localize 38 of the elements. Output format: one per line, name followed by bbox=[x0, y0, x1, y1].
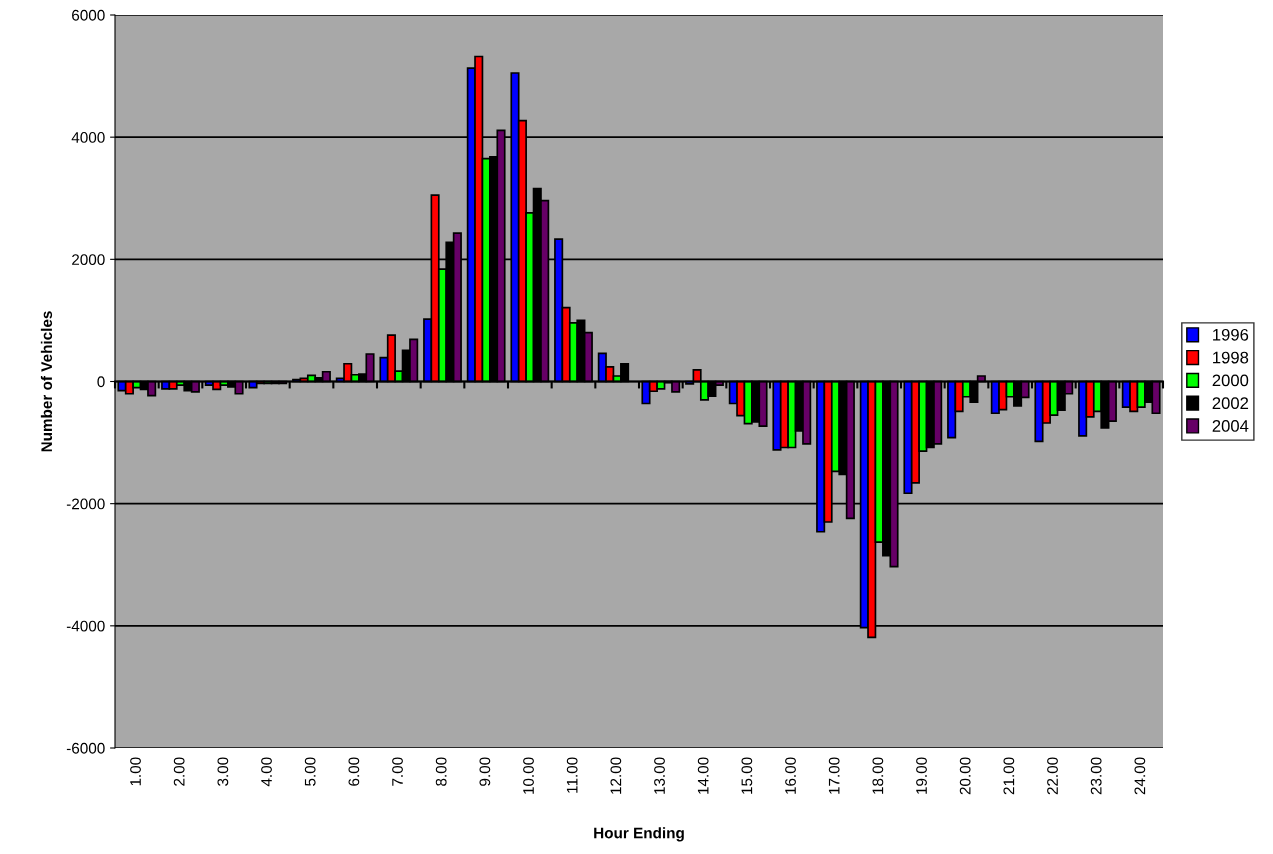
x-tick-label: 5.00 bbox=[304, 757, 316, 786]
x-tick-label: 21.00 bbox=[1003, 757, 1015, 795]
x-tick-label: 4.00 bbox=[261, 757, 272, 787]
legend-label: 1998 bbox=[1213, 351, 1249, 364]
y-tick-label: 2000 bbox=[72, 254, 105, 266]
legend-label: 2000 bbox=[1212, 374, 1249, 387]
x-tick-label: 15.00 bbox=[741, 757, 753, 794]
x-tick-label: 8.00 bbox=[435, 757, 447, 786]
y-tick-label: 0 bbox=[97, 376, 105, 388]
x-tick-label: 24.00 bbox=[1134, 757, 1146, 795]
x-tick-label: 6.00 bbox=[348, 757, 360, 786]
x-tick-label: 7.00 bbox=[392, 757, 403, 786]
x-tick-label: 17.00 bbox=[828, 757, 840, 794]
x-tick-label: 22.00 bbox=[1047, 757, 1058, 795]
x-tick-label: 18.00 bbox=[872, 757, 884, 794]
x-tick-label: 3.00 bbox=[217, 757, 229, 786]
x-tick-label: 19.00 bbox=[916, 757, 927, 794]
y-tick-label: -2000 bbox=[66, 498, 105, 510]
legend-label: 2002 bbox=[1212, 397, 1249, 410]
x-tick-label: 1.00 bbox=[130, 757, 141, 786]
x-tick-label: 11.00 bbox=[566, 757, 578, 793]
x-tick-label: 9.00 bbox=[479, 757, 491, 786]
y-tick-label: 4000 bbox=[71, 132, 105, 143]
x-tick-label: 14.00 bbox=[697, 757, 709, 794]
x-tick-label: 23.00 bbox=[1090, 757, 1102, 795]
y-tick-label: 6000 bbox=[72, 9, 105, 21]
y-axis-title: Number of Vehicles bbox=[40, 311, 53, 452]
legend-label: 1996 bbox=[1213, 328, 1249, 341]
x-tick-label: 20.00 bbox=[959, 757, 971, 795]
legend-label: 2004 bbox=[1212, 420, 1249, 432]
x-tick-label: 16.00 bbox=[785, 757, 796, 794]
x-axis-title: Hour Ending bbox=[594, 827, 684, 842]
x-tick-label: 2.00 bbox=[173, 757, 185, 786]
y-tick-label: -4000 bbox=[66, 620, 105, 632]
x-tick-label: 12.00 bbox=[610, 757, 622, 794]
x-tick-label: 13.00 bbox=[654, 757, 665, 794]
x-tick-label: 10.00 bbox=[523, 757, 534, 794]
y-tick-label: -6000 bbox=[66, 742, 105, 754]
